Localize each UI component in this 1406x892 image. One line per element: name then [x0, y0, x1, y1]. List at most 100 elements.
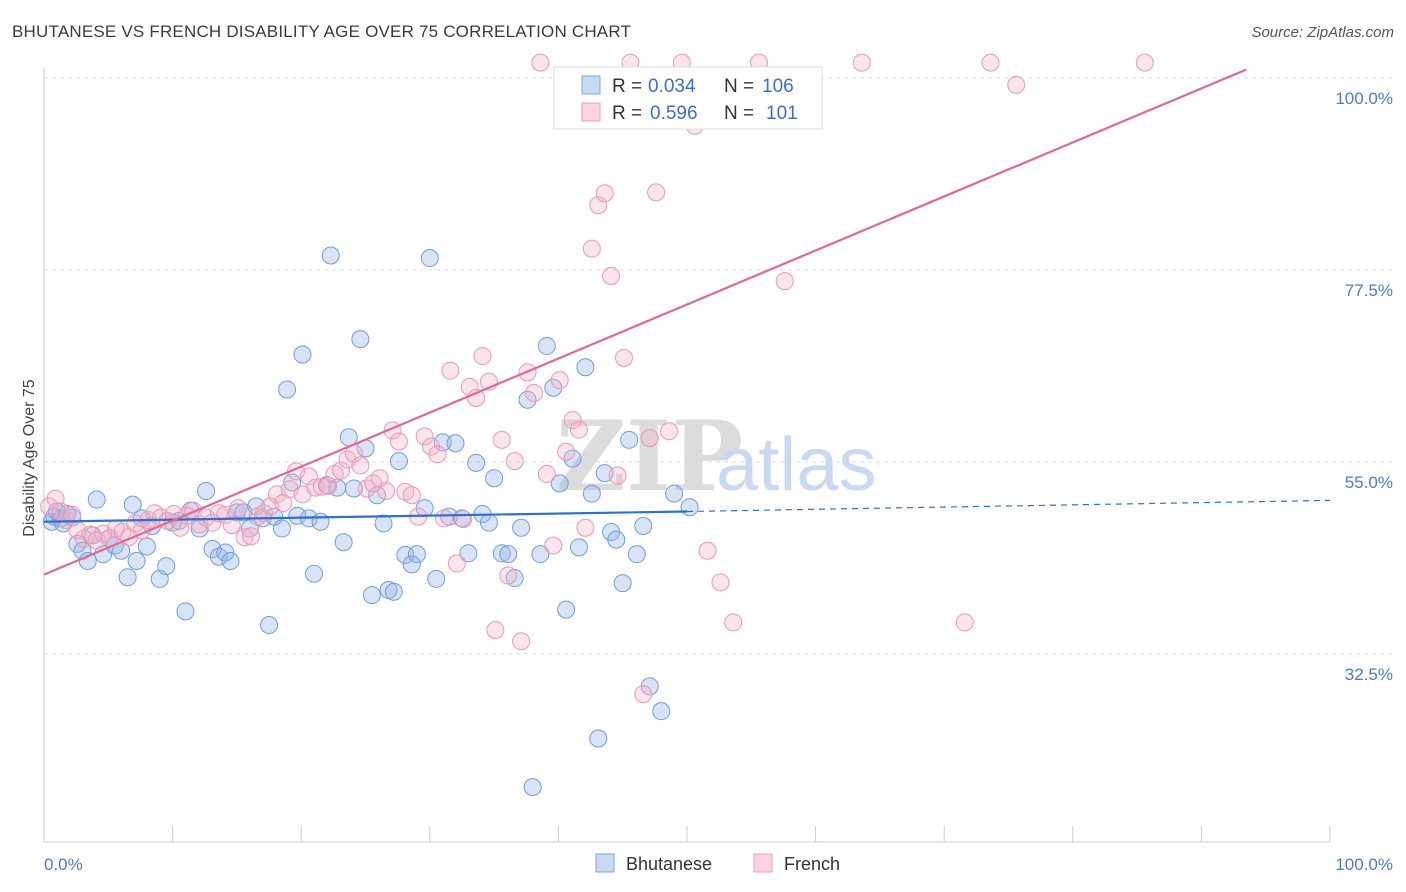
point-french [492, 430, 511, 449]
point-french [589, 196, 608, 215]
watermark-zip: ZIP [556, 400, 743, 513]
point-french [229, 499, 248, 518]
axes [43, 68, 1331, 843]
point-french [698, 541, 717, 560]
point-french [332, 461, 351, 480]
point-bhutanese [563, 449, 582, 468]
point-french [724, 613, 743, 632]
point-bhutanese [537, 336, 556, 355]
point-bhutanese [321, 246, 340, 265]
point-french [377, 482, 396, 501]
point-french [415, 427, 434, 446]
point-bhutanese [589, 729, 608, 748]
stats-n-value-french: 101 [766, 103, 798, 124]
point-french [775, 272, 794, 291]
legend-label-bhutanese: Bhutanese [626, 854, 712, 874]
point-bhutanese [157, 557, 176, 576]
point-bhutanese [680, 498, 699, 517]
point-bhutanese [344, 479, 363, 498]
point-french [40, 497, 59, 516]
trend-line-french [43, 68, 1247, 576]
point-bhutanese [531, 545, 550, 564]
point-bhutanese [485, 469, 504, 488]
point-french [1007, 75, 1026, 94]
point-french [473, 347, 492, 366]
point-french [319, 476, 338, 495]
y-tick-label: 55.0% [1345, 473, 1393, 492]
y-tick-label: 100.0% [1335, 89, 1393, 108]
stats-r-label-bhutanese: R = [612, 76, 642, 97]
watermark-atlas: atlas [716, 422, 877, 507]
y-axis-label: Disability Age Over 75 [21, 379, 38, 537]
point-bhutanese [582, 484, 601, 503]
point-french [486, 621, 505, 640]
point-french [422, 437, 441, 456]
stats-n-label-french: N = [724, 103, 754, 124]
point-bhutanese [127, 551, 146, 570]
point-bhutanese [467, 453, 486, 472]
gridlines [44, 77, 1393, 655]
point-french [582, 239, 601, 258]
point-bhutanese [197, 482, 216, 501]
point-french [608, 466, 627, 485]
y-tick-label: 32.5% [1345, 665, 1393, 684]
point-french [544, 536, 563, 555]
point-bhutanese [402, 555, 421, 574]
point-bhutanese [260, 615, 279, 634]
stats-box: R = 0.034 N = 106 R = 0.596 N = 101 [553, 66, 823, 130]
point-french [595, 184, 614, 203]
point-bhutanese [569, 538, 588, 557]
point-bhutanese [523, 778, 542, 797]
point-bhutanese [384, 582, 403, 601]
point-bhutanese [459, 544, 478, 563]
point-french [569, 420, 588, 439]
stats-r-label-french: R = [612, 103, 642, 124]
point-french [647, 183, 666, 202]
point-french [640, 429, 659, 448]
point-french [711, 573, 730, 592]
chart-title: BHUTANESE VS FRENCH DISABILITY AGE OVER … [12, 22, 632, 41]
point-french [602, 266, 621, 285]
point-bhutanese [123, 495, 142, 514]
point-french [499, 566, 518, 585]
stats-swatch-french [581, 102, 601, 122]
point-french [1135, 53, 1154, 72]
point-french [505, 452, 524, 471]
point-bhutanese [640, 677, 659, 696]
point-bhutanese [362, 586, 381, 605]
point-bhutanese [512, 518, 531, 537]
x-tick-label-max: 100.0% [1335, 855, 1393, 874]
point-bhutanese [118, 568, 137, 587]
point-bhutanese [544, 378, 563, 397]
point-french [222, 516, 241, 535]
point-bhutanese [374, 514, 393, 533]
point-french [614, 348, 633, 367]
point-french [512, 632, 531, 651]
y-tick-labels: 32.5% 55.0% 77.5% 100.0% [1335, 89, 1393, 684]
point-bhutanese [278, 380, 297, 399]
trend-line-bhutanese [43, 510, 688, 523]
x-tick-label-min: 0.0% [44, 855, 83, 874]
point-french [242, 527, 261, 546]
point-bhutanese [334, 533, 353, 552]
point-bhutanese [557, 600, 576, 619]
point-french [447, 554, 466, 573]
trend-line-bhutanese-extension [686, 499, 1331, 513]
legend-label-french: French [784, 854, 840, 874]
point-french [312, 477, 331, 496]
point-bhutanese [305, 564, 324, 583]
point-bhutanese [293, 345, 312, 364]
point-french [441, 361, 460, 380]
legend-swatch-french [753, 853, 773, 873]
point-bhutanese [311, 512, 330, 531]
point-french [402, 486, 421, 505]
point-french [454, 510, 473, 529]
point-bhutanese [627, 545, 646, 564]
point-french [557, 442, 576, 461]
point-french [428, 445, 447, 464]
point-french [634, 685, 653, 704]
point-bhutanese [479, 513, 498, 532]
point-french [563, 411, 582, 430]
point-french [209, 504, 228, 523]
point-bhutanese [420, 249, 439, 268]
